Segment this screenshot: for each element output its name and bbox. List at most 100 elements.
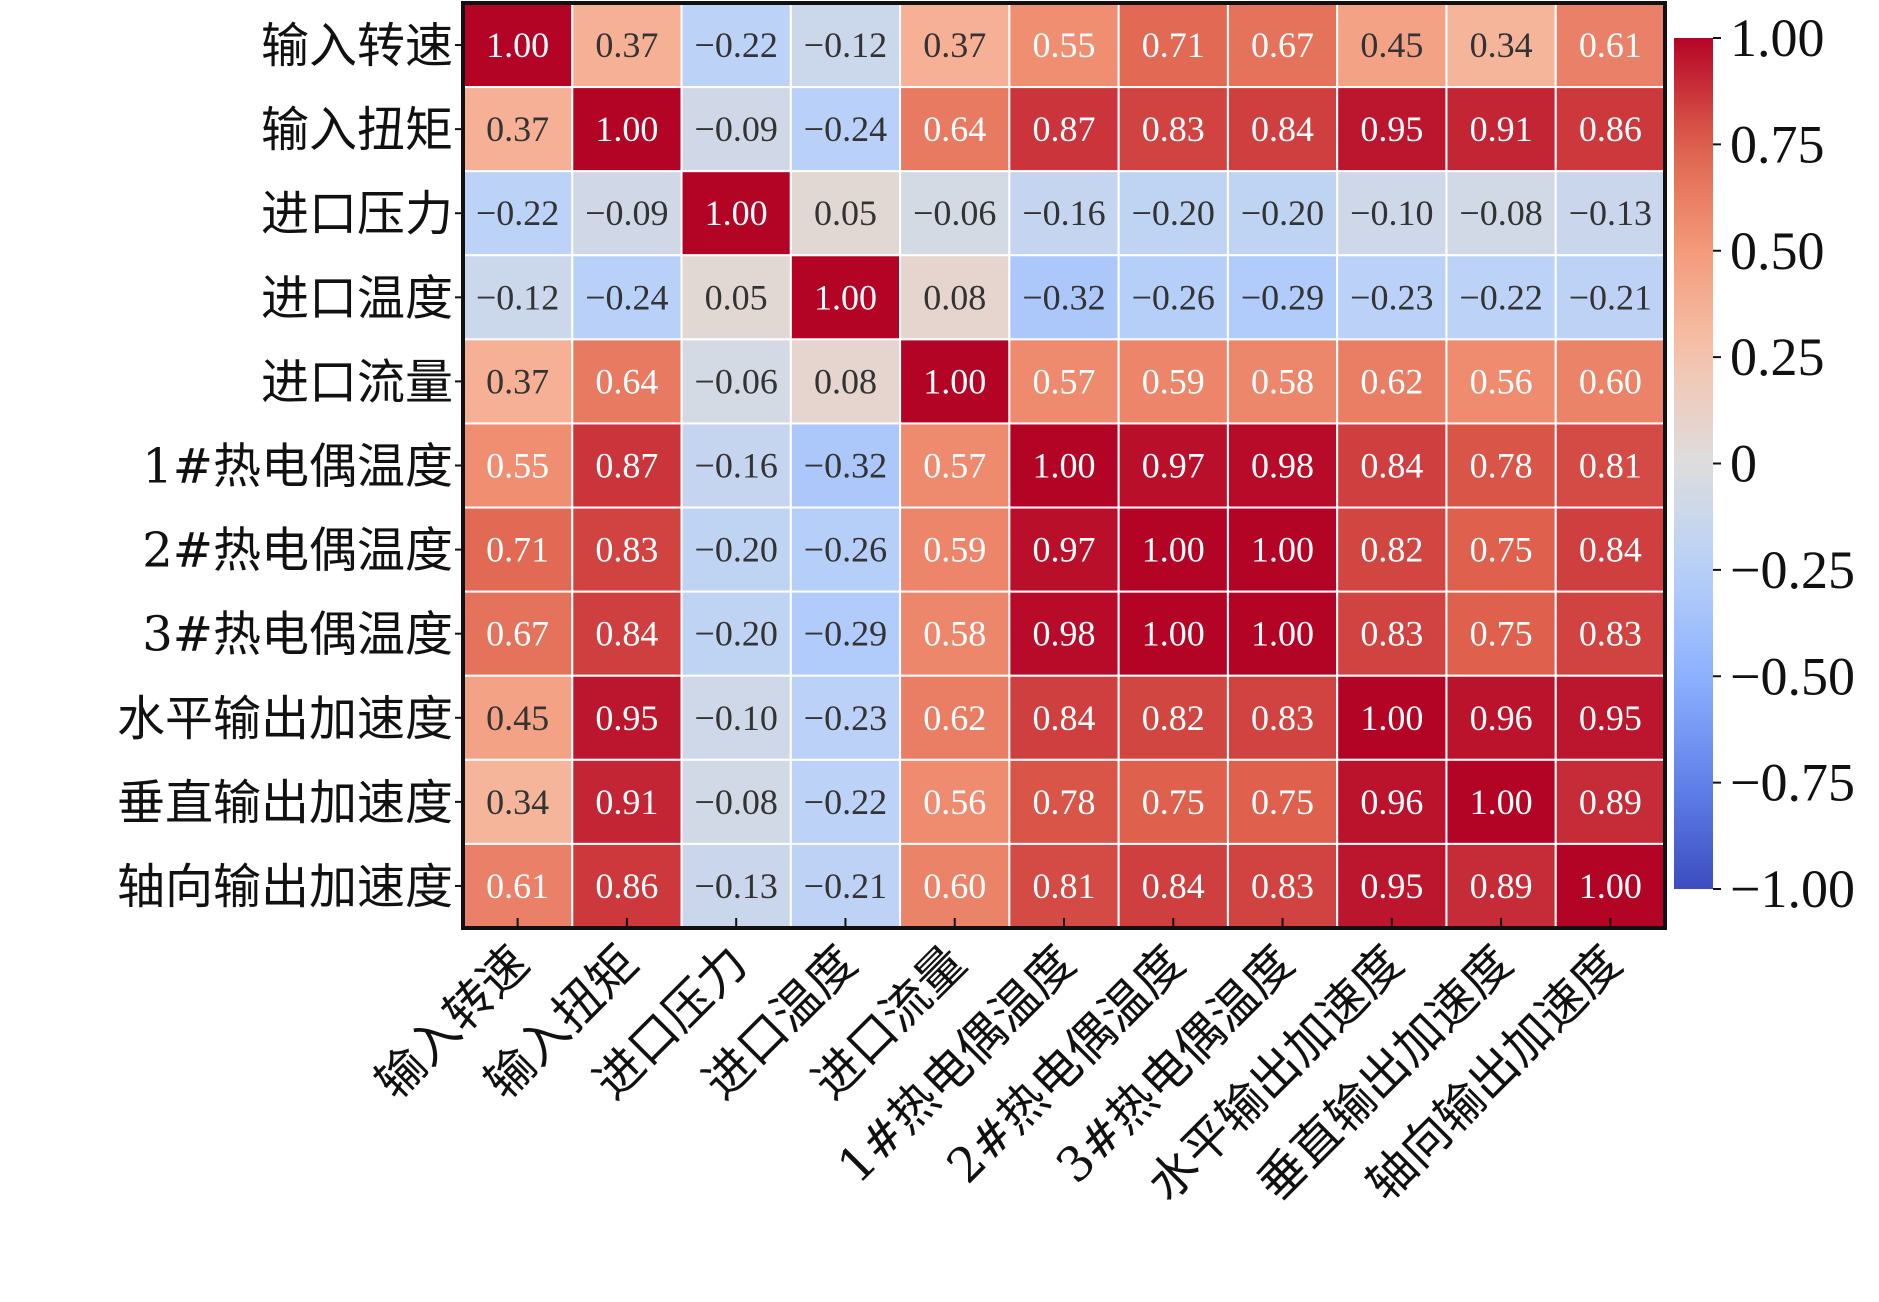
heatmap-cell: 0.62 xyxy=(899,674,1011,761)
cell-value: 1.00 xyxy=(1142,614,1205,654)
heatmap-cell: 0.84 xyxy=(1008,674,1120,761)
cell-rect xyxy=(1554,842,1667,930)
heatmap-cell: 0.56 xyxy=(1445,338,1557,425)
cell-rect xyxy=(1445,506,1557,593)
cell-value: 0.75 xyxy=(1470,530,1533,570)
heatmap-cell: 0.83 xyxy=(1117,86,1229,173)
cell-value: 0.58 xyxy=(923,614,986,654)
heatmap-cell: −0.23 xyxy=(1336,254,1448,341)
cell-value: 1.00 xyxy=(923,361,986,401)
heatmap-cell: 0.82 xyxy=(1117,674,1229,761)
cell-rect xyxy=(789,506,902,593)
cell-value: 0.84 xyxy=(1142,866,1205,906)
cell-rect xyxy=(1226,674,1339,761)
heatmap-cell: 0.34 xyxy=(1445,2,1557,89)
cell-value: 0.61 xyxy=(486,866,549,906)
heatmap-cell: 1.00 xyxy=(1008,422,1120,509)
cell-value: 0.83 xyxy=(1579,614,1642,654)
heatmap-cell: 1.00 xyxy=(680,170,792,257)
cell-rect xyxy=(680,842,792,930)
heatmap-cell: 0.75 xyxy=(1445,590,1557,677)
heatmap-cell: −0.20 xyxy=(1226,170,1339,257)
cell-value: −0.23 xyxy=(1350,277,1433,317)
cell-rect xyxy=(1226,506,1339,593)
heatmap-cell: 0.84 xyxy=(571,590,683,677)
cell-value: −0.22 xyxy=(695,25,778,65)
cell-value: −0.09 xyxy=(585,193,668,233)
heatmap-cell: 0.58 xyxy=(899,590,1011,677)
colorbar-tick-label: 1.00 xyxy=(1730,8,1825,68)
cell-rect xyxy=(1336,338,1448,425)
cell-rect xyxy=(1226,86,1339,173)
cell-rect xyxy=(789,590,902,677)
cell-value: 1.00 xyxy=(1251,614,1314,654)
cell-rect xyxy=(1117,590,1229,677)
heatmap-cell: 0.59 xyxy=(899,506,1011,593)
heatmap-cell: 0.82 xyxy=(1336,506,1448,593)
cell-rect xyxy=(1554,338,1667,425)
cell-value: 0.87 xyxy=(595,446,658,486)
heatmap-cell: 0.60 xyxy=(1554,338,1667,425)
heatmap-cell: 0.37 xyxy=(899,2,1011,89)
heatmap-cell: 0.97 xyxy=(1117,422,1229,509)
cell-value: 1.00 xyxy=(1360,698,1423,738)
heatmap-cell: 0.37 xyxy=(571,2,683,89)
heatmap-cells: 1.00 0.37 −0.22 −0.12 0.37 0.55 0.71 0.67 0.45 0.… xyxy=(462,2,1667,930)
x-tick-labels: 输入转速输入扭矩进口压力进口温度进口流量1#热电偶温度2#热电偶温度3#热电偶温… xyxy=(365,918,1633,1212)
cell-rect xyxy=(789,422,902,509)
cell-value: 1.00 xyxy=(1251,530,1314,570)
cell-value: 0.34 xyxy=(486,782,549,822)
heatmap-cell: 1.00 xyxy=(1336,674,1448,761)
heatmap-cell: 0.78 xyxy=(1445,422,1557,509)
heatmap-cell: 0.86 xyxy=(1554,86,1667,173)
cell-value: −0.20 xyxy=(695,530,778,570)
cell-rect xyxy=(1554,506,1667,593)
cell-rect xyxy=(789,338,902,425)
heatmap-cell: 0.55 xyxy=(1008,2,1120,89)
cell-value: 0.58 xyxy=(1251,361,1314,401)
cell-value: −0.12 xyxy=(476,277,559,317)
colorbar-tick-label: −0.75 xyxy=(1730,753,1855,813)
cell-rect xyxy=(1008,254,1120,341)
heatmap-cell: 0.83 xyxy=(571,506,683,593)
y-tick-label: 进口压力 xyxy=(261,186,453,242)
heatmap-cell: −0.06 xyxy=(899,170,1011,257)
cell-value: 0.34 xyxy=(1470,25,1533,65)
cell-rect xyxy=(1336,758,1448,845)
heatmap-cell: 0.97 xyxy=(1008,506,1120,593)
cell-value: 1.00 xyxy=(705,193,768,233)
cell-rect xyxy=(1445,86,1557,173)
cell-value: 0.59 xyxy=(923,530,986,570)
y-tick-label: 3#热电偶温度 xyxy=(142,607,453,663)
cell-value: 0.57 xyxy=(923,446,986,486)
cell-rect xyxy=(899,842,1011,930)
y-tick-label: 进口流量 xyxy=(261,354,453,410)
cell-value: −0.26 xyxy=(1132,277,1215,317)
heatmap-cell: 0.87 xyxy=(571,422,683,509)
cell-value: −0.29 xyxy=(804,614,887,654)
y-tick-label: 输入扭矩 xyxy=(261,102,453,158)
heatmap-cell: −0.08 xyxy=(680,758,792,845)
cell-value: 0.95 xyxy=(1579,698,1642,738)
cell-rect xyxy=(571,506,683,593)
heatmap-cell: 1.00 xyxy=(1226,506,1339,593)
cell-rect xyxy=(899,590,1011,677)
cell-rect xyxy=(1336,506,1448,593)
cell-rect xyxy=(1554,674,1667,761)
heatmap-cell: 1.00 xyxy=(1117,590,1229,677)
cell-value: 0.84 xyxy=(1033,698,1096,738)
cell-value: 0.87 xyxy=(1033,109,1096,149)
colorbar-tick-label: −1.00 xyxy=(1730,859,1855,919)
cell-value: 0.55 xyxy=(1033,25,1096,65)
heatmap-cell: 0.37 xyxy=(462,86,574,173)
heatmap-cell: −0.24 xyxy=(571,254,683,341)
cell-value: −0.08 xyxy=(695,782,778,822)
heatmap-cell: −0.13 xyxy=(680,842,792,930)
heatmap-cell: 0.59 xyxy=(1117,338,1229,425)
colorbar-tick-label: 0.25 xyxy=(1730,327,1825,387)
cell-value: 0.89 xyxy=(1470,866,1533,906)
heatmap-cell: 0.67 xyxy=(462,590,574,677)
heatmap-cell: 0.71 xyxy=(462,506,574,593)
heatmap-cell: −0.16 xyxy=(1008,170,1120,257)
cell-rect xyxy=(1117,170,1229,257)
